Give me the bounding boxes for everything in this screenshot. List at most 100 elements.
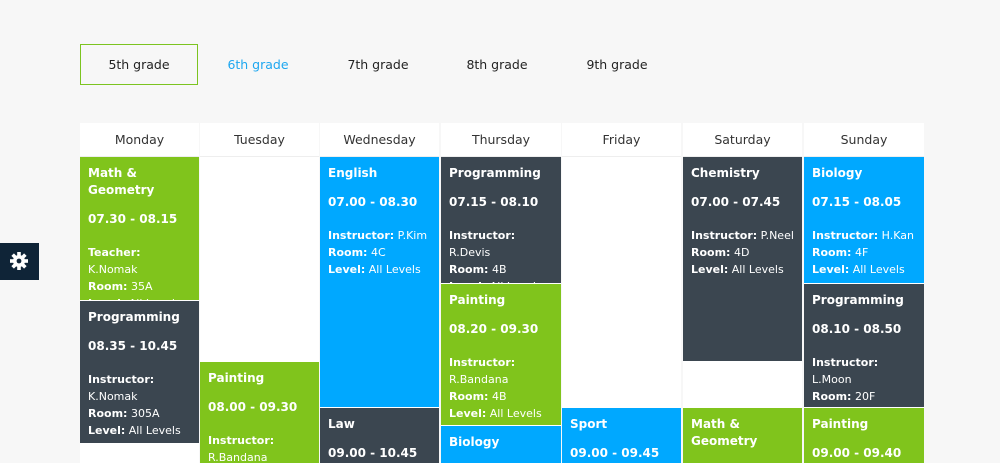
event-title: Programming [812, 293, 904, 307]
event-detail: Level: All Levels [88, 295, 191, 300]
detail-value: P.Kim [397, 229, 428, 242]
day-column: Biology 07.15 - 08.05 Instructor: H.Kan Roo… [804, 157, 924, 463]
detail-value: All Levels [128, 424, 181, 437]
event-time: 09.00 - 09.40 [812, 446, 902, 460]
day-header: Thursday [441, 123, 561, 157]
grade-tab[interactable]: 5th grade [80, 44, 198, 85]
event-title: Programming [449, 166, 541, 180]
detail-label: Room: [88, 280, 128, 293]
event-title: Chemistry [691, 166, 760, 180]
day-column: Chemistry 07.00 - 07.45 Instructor: P.Neel… [683, 157, 802, 463]
day-column: Sport 09.00 - 09.45 [562, 157, 681, 463]
class-event[interactable]: Law 09.00 - 10.45 [320, 408, 439, 463]
grade-tab[interactable]: 7th grade [347, 57, 409, 72]
event-time: 08.10 - 08.50 [812, 322, 902, 336]
event-detail: Level: All Levels [449, 278, 553, 283]
event-title: English [328, 166, 378, 180]
class-event[interactable]: Math & Geometry09.00 - 09.30 [683, 408, 802, 463]
detail-label: Instructor: [449, 229, 516, 242]
event-detail: Room: 4C [328, 244, 431, 261]
event-details: Instructor: K.Nomak Room: 305A Level: All … [88, 371, 191, 439]
detail-value: R.Bandana [208, 451, 268, 463]
detail-value: P.Neel [760, 229, 794, 242]
detail-value: K.Nomak [88, 263, 138, 276]
detail-label: Level: [812, 263, 850, 276]
event-detail: Instructor: P.Kim [328, 227, 431, 244]
class-event[interactable]: Programming 08.10 - 08.50 Instructor: L.Mo… [804, 284, 924, 407]
event-detail: Instructor: R.Bandana [449, 354, 553, 388]
detail-value: 4B [491, 390, 507, 403]
class-event[interactable]: Biology [441, 426, 561, 463]
detail-label: Level: [691, 263, 729, 276]
event-title: Math & Geometry [88, 166, 155, 197]
day-header: Monday [80, 123, 199, 157]
detail-value: All Levels [852, 263, 905, 276]
day-header: Tuesday [200, 123, 319, 157]
detail-value: All Levels [731, 263, 784, 276]
event-detail: Room: 35A [88, 278, 191, 295]
detail-value: K.Nomak [88, 390, 138, 403]
class-event[interactable]: Programming 07.15 - 08.10 Instructor: R.De… [441, 157, 561, 283]
grade-tab[interactable]: 9th grade [586, 57, 648, 72]
class-event[interactable]: English 07.00 - 08.30 Instructor: P.Kim Roo… [320, 157, 439, 407]
detail-value: H.Kan [881, 229, 914, 242]
event-detail: Instructor: R.Devis [449, 227, 553, 261]
event-time: 08.20 - 09.30 [449, 322, 539, 336]
class-event[interactable]: Sport 09.00 - 09.45 [562, 408, 681, 463]
event-detail: Instructor: K.Nomak [88, 371, 191, 405]
event-title: Math & Geometry [691, 417, 758, 448]
event-details: Instructor: P.Neel Room: 4D Level: All Lev… [691, 227, 794, 278]
detail-label: Instructor: [812, 356, 879, 369]
event-detail: Level: All Levels [812, 405, 916, 407]
event-detail: Level: All Levels [328, 261, 431, 278]
day-header: Friday [562, 123, 681, 157]
day-column: Programming 07.15 - 08.10 Instructor: R.De… [441, 157, 561, 463]
grade-tab[interactable]: 8th grade [466, 57, 528, 72]
detail-value: R.Devis [449, 246, 491, 259]
event-time: 09.00 - 09.45 [570, 446, 660, 460]
event-title: Biology [812, 166, 863, 180]
event-time: 07.15 - 08.10 [449, 195, 539, 209]
class-event[interactable]: Chemistry 07.00 - 07.45 Instructor: P.Neel… [683, 157, 802, 361]
event-title: Painting [449, 293, 506, 307]
event-detail: Instructor: P.Neel [691, 227, 794, 244]
event-detail: Room: 20F [812, 388, 916, 405]
class-event[interactable]: Biology 07.15 - 08.05 Instructor: H.Kan Roo… [804, 157, 924, 283]
event-detail: Instructor: L.Moon [812, 354, 916, 388]
event-time: 08.35 - 10.45 [88, 339, 178, 353]
class-event[interactable]: Painting 08.00 - 09.30 Instructor: R.Banda… [200, 362, 319, 463]
event-details: Instructor: R.Bandana Room: 4B Level: All … [449, 354, 553, 422]
detail-label: Level: [328, 263, 366, 276]
detail-label: Room: [691, 246, 731, 259]
event-time: 07.00 - 08.30 [328, 195, 418, 209]
class-event[interactable]: Painting 08.20 - 09.30 Instructor: R.Banda… [441, 284, 561, 425]
detail-label: Room: [449, 390, 489, 403]
detail-value: 4F [854, 246, 869, 259]
event-detail: Room: 4F [812, 244, 916, 261]
detail-value: 35A [130, 280, 153, 293]
day-header: Saturday [683, 123, 802, 157]
event-title: Biology [449, 435, 500, 449]
detail-label: Level: [88, 424, 126, 437]
event-detail: Room: 4D [691, 244, 794, 261]
class-event[interactable]: Math & Geometry 07.30 - 08.15 Teacher: K.N… [80, 157, 199, 300]
day-header: Sunday [804, 123, 924, 157]
settings-button[interactable] [0, 243, 39, 280]
event-detail: Room: 305A [88, 405, 191, 422]
event-title: Painting [812, 417, 869, 431]
grade-tab[interactable]: 6th grade [227, 57, 289, 72]
detail-value: 305A [130, 407, 160, 420]
event-time: 07.15 - 08.05 [812, 195, 902, 209]
detail-value: L.Moon [812, 373, 852, 386]
class-event[interactable]: Painting 09.00 - 09.40 [804, 408, 924, 463]
detail-value: 4D [733, 246, 750, 259]
day-header: Wednesday [320, 123, 439, 157]
event-details: Instructor: P.Kim Room: 4C Level: All Leve… [328, 227, 431, 278]
event-detail: Instructor: R.Bandana [208, 432, 311, 463]
detail-label: Room: [449, 263, 489, 276]
class-event[interactable]: Programming 08.35 - 10.45 Instructor: K.No… [80, 301, 199, 443]
event-time: 07.30 - 08.15 [88, 212, 178, 226]
detail-label: Room: [88, 407, 128, 420]
